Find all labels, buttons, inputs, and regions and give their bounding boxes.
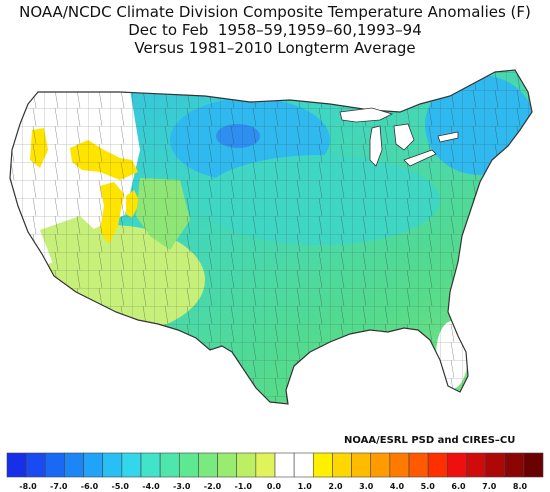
lake-erie — [403, 149, 437, 167]
legend-tick-label: 5.0 — [421, 482, 436, 491]
lake-superior — [339, 107, 394, 123]
legend-tick-label: -8.0 — [19, 482, 37, 491]
legend-swatches — [6, 452, 544, 478]
legend-swatch — [466, 452, 486, 478]
map-title-line-1: NOAA/NCDC Climate Division Composite Tem… — [19, 3, 531, 21]
us-anomaly-map — [9, 69, 533, 405]
legend-tick-label: 4.0 — [390, 482, 405, 491]
legend-swatch — [351, 452, 372, 478]
legend-swatch — [312, 452, 333, 478]
legend-swatch — [25, 452, 46, 478]
legend-swatch — [274, 452, 295, 478]
map-title-line-3: Versus 1981–2010 Longterm Average — [134, 39, 416, 57]
legend-swatch — [6, 452, 27, 478]
legend-tick-label: -2.0 — [204, 482, 222, 491]
color-legend: -8.0 -7.0 -6.0 -5.0 -4.0 -3.0 -2.0 -1.0 0.0 1.0 2.… — [6, 452, 544, 491]
legend-swatch — [83, 452, 104, 478]
map-title-line-2: Dec to Feb 1958–59,1959–60,1993–94 — [128, 21, 422, 39]
legend-swatch — [389, 452, 410, 478]
legend-tick-label: -3.0 — [173, 482, 191, 491]
legend-tick-labels: -8.0 -7.0 -6.0 -5.0 -4.0 -3.0 -2.0 -1.0 0.0 1.0 2.… — [19, 482, 527, 491]
legend-tick-label: 7.0 — [482, 482, 497, 491]
legend-swatch — [408, 452, 429, 478]
legend-swatch — [140, 452, 161, 478]
legend-tick-label: 6.0 — [451, 482, 466, 491]
data-credit: NOAA/ESRL PSD and CIRES–CU — [344, 435, 516, 446]
legend-swatch — [178, 452, 199, 478]
legend-swatch — [44, 452, 65, 478]
legend-swatch — [446, 452, 467, 478]
legend-tick-label: 1.0 — [298, 482, 313, 491]
legend-tick-label: -1.0 — [235, 482, 253, 491]
legend-tick-label: 2.0 — [328, 482, 343, 491]
legend-tick-label: 3.0 — [359, 482, 374, 491]
legend-swatch — [504, 452, 525, 478]
legend-swatch — [102, 452, 123, 478]
legend-tick-label: -4.0 — [142, 482, 160, 491]
legend-tick-label: -5.0 — [112, 482, 130, 491]
legend-tick-label: 8.0 — [513, 482, 528, 491]
legend-swatch — [198, 452, 218, 478]
legend-swatch — [485, 452, 506, 478]
lake-ontario — [437, 131, 459, 143]
legend-tick-label: -7.0 — [50, 482, 68, 491]
legend-swatch — [255, 452, 276, 478]
legend-swatch — [332, 452, 352, 478]
legend-swatch — [370, 452, 391, 478]
legend-swatch — [236, 452, 257, 478]
legend-swatch — [427, 452, 448, 478]
legend-swatch — [121, 452, 142, 478]
lake-michigan — [369, 125, 383, 167]
legend-swatch — [64, 452, 84, 478]
legend-swatch — [293, 452, 314, 478]
legend-swatch — [159, 452, 180, 478]
legend-tick-label: -6.0 — [81, 482, 99, 491]
lake-huron — [393, 123, 415, 151]
legend-swatch — [217, 452, 238, 478]
legend-swatch — [523, 452, 544, 478]
legend-tick-label: 0.0 — [267, 482, 282, 491]
